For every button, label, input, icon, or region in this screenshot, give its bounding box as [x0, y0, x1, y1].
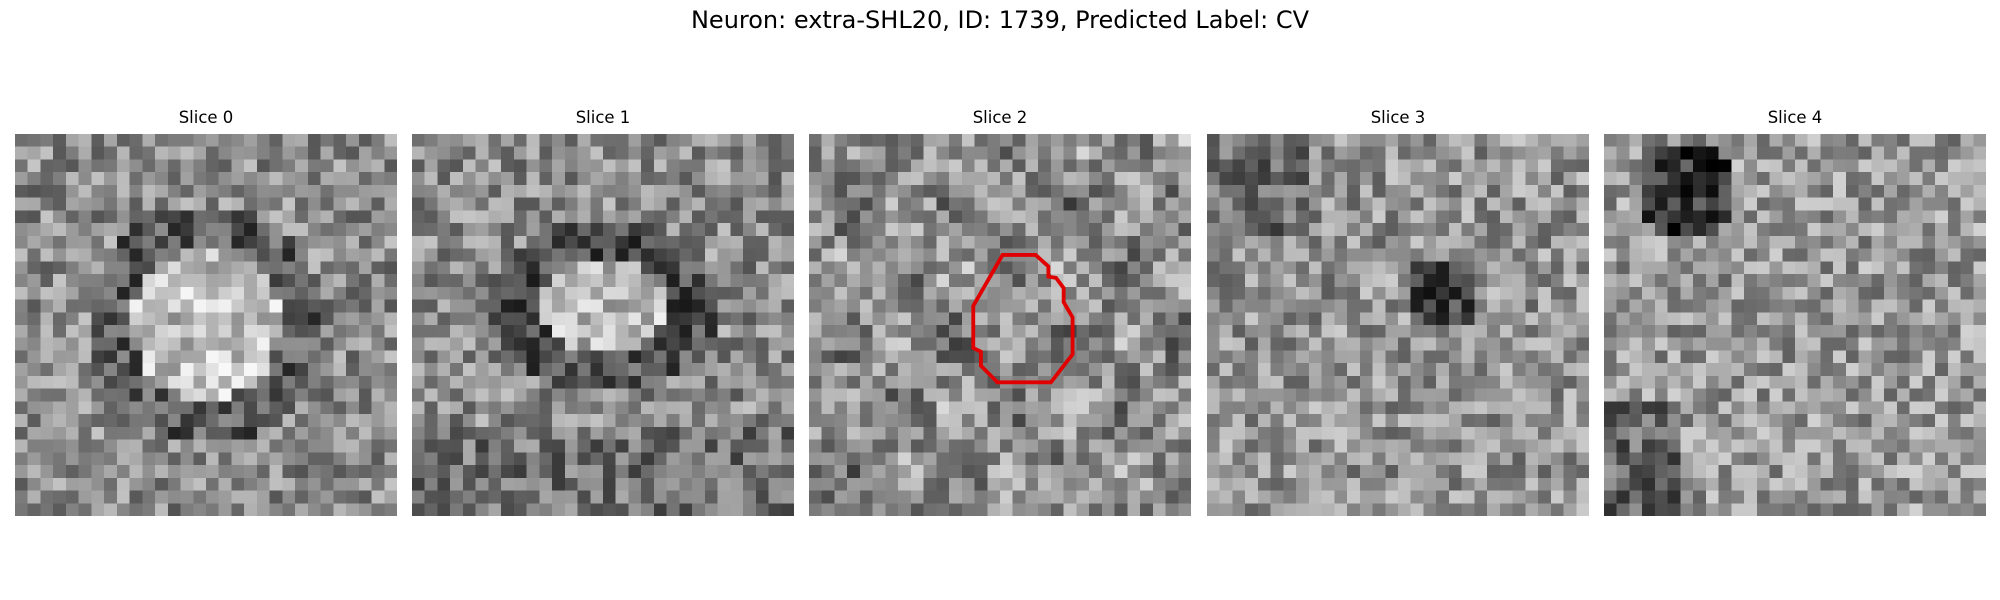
slice-title-4: Slice 4 [1767, 108, 1823, 127]
slice-title-2: Slice 2 [972, 108, 1028, 127]
slice-title-3: Slice 3 [1370, 108, 1426, 127]
slice-panel-3: Slice 3 [1207, 108, 1589, 518]
slice-image-4 [1604, 134, 1986, 516]
slice-panel-0: Slice 0 [15, 108, 397, 518]
slice-panel-4: Slice 4 [1604, 108, 1986, 518]
slice-panel-2: Slice 2 [809, 108, 1191, 518]
figure-title: Neuron: extra-SHL20, ID: 1739, Predicted… [690, 6, 1310, 34]
slice-image-0 [15, 134, 397, 516]
slice-title-1: Slice 1 [575, 108, 631, 127]
slice-image-2 [809, 134, 1191, 516]
slice-title-0: Slice 0 [178, 108, 234, 127]
slice-image-1 [412, 134, 794, 516]
slice-panel-1: Slice 1 [412, 108, 794, 518]
slice-image-3 [1207, 134, 1589, 516]
